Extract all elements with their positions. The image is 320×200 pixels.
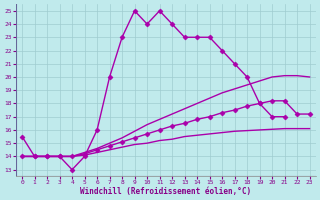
X-axis label: Windchill (Refroidissement éolien,°C): Windchill (Refroidissement éolien,°C) [80, 187, 252, 196]
